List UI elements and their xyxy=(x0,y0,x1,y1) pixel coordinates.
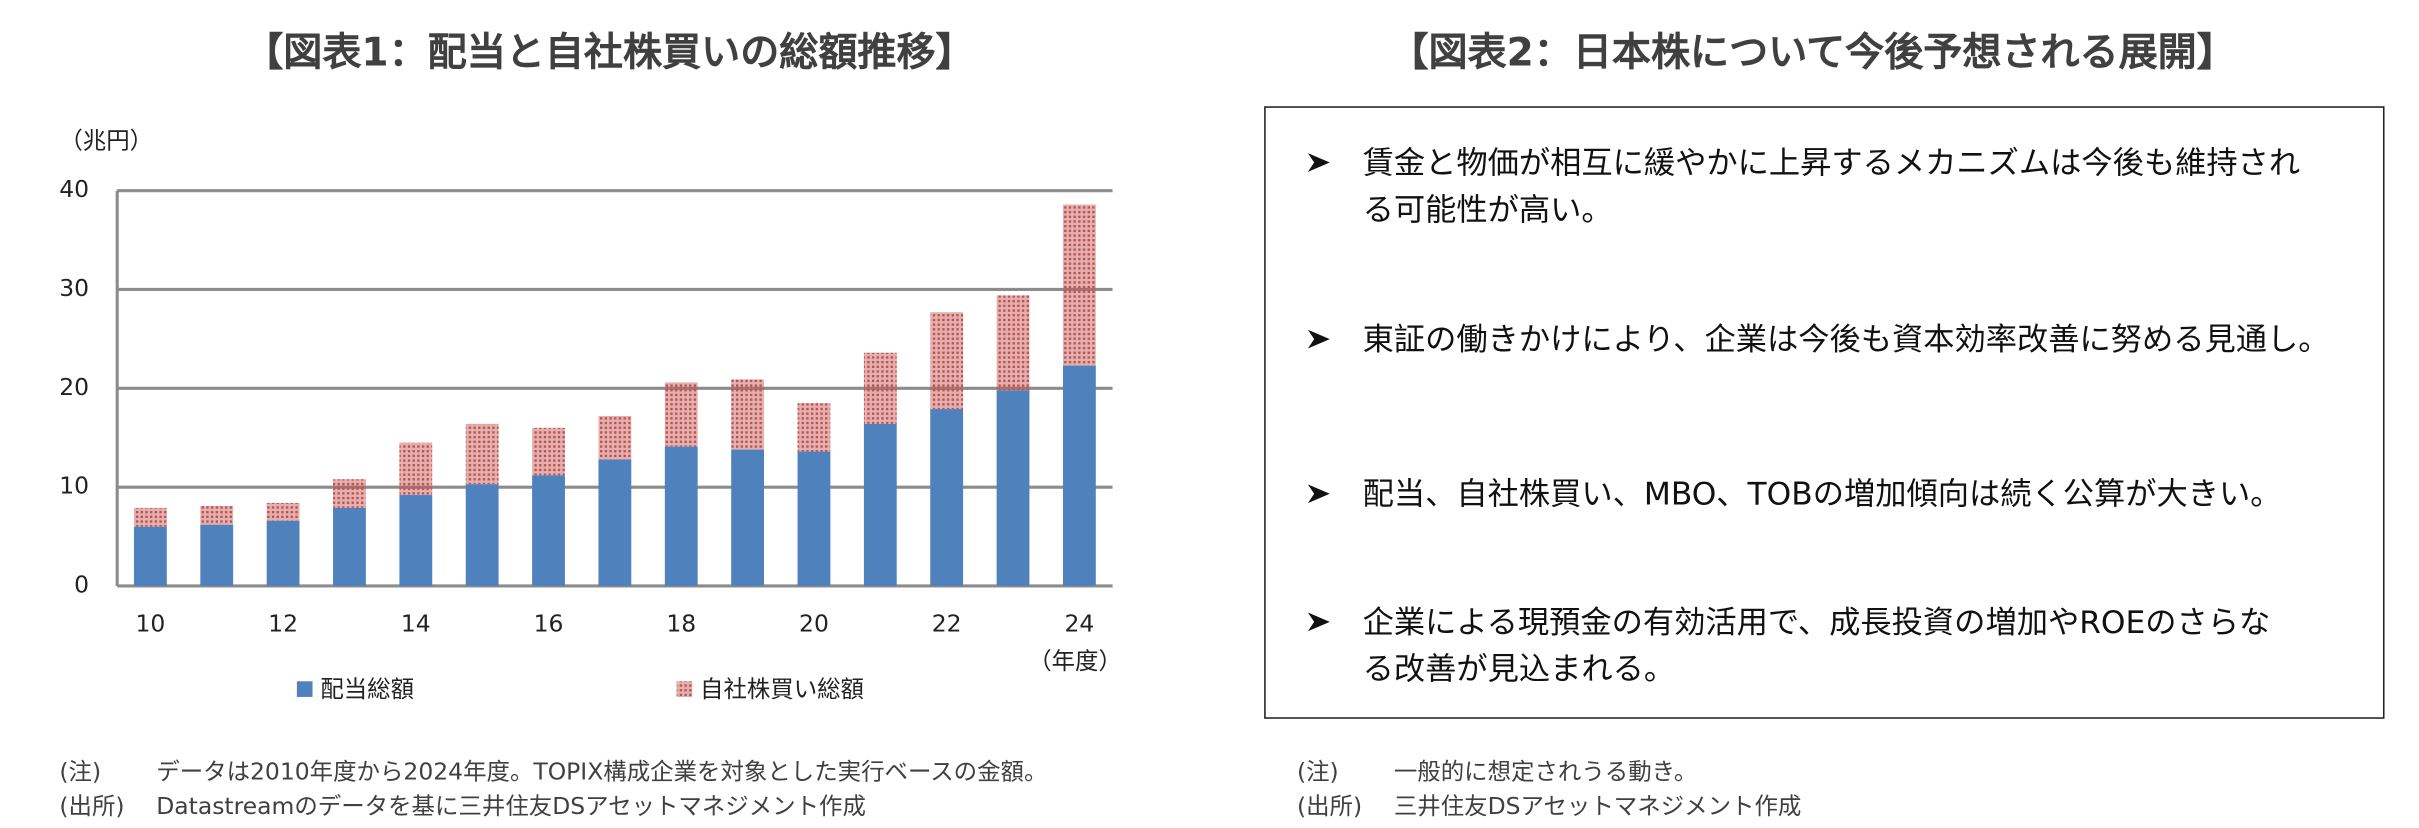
item-line: 賃金と物価が相互に緩やかに上昇するメカニズムは今後も維持され xyxy=(1362,143,2301,182)
bullet xyxy=(1307,612,1330,632)
legend-swatch xyxy=(296,681,313,697)
item-line: 東証の働きかけにより、企業は今後も資本効率改善に努める見通し。 xyxy=(1362,320,2330,358)
y-axis-label: （兆円） xyxy=(59,127,153,155)
bar-segment xyxy=(200,524,234,586)
item-line: る改善が見込まれる。 xyxy=(1362,650,1676,688)
y-tick-label: 30 xyxy=(59,274,89,302)
x-axis-label: （年度） xyxy=(1028,647,1122,675)
note-label: (出所) xyxy=(59,792,125,821)
y-tick-label: 40 xyxy=(59,175,89,203)
x-tick-label: 24 xyxy=(1064,610,1094,638)
bullet-arrow xyxy=(1307,153,1330,172)
note-text: Datastreamのデータを基に三井住友DSアセットマネジメント作成 xyxy=(156,792,866,821)
bar-segment xyxy=(731,379,765,450)
y-tick-label: 20 xyxy=(59,373,89,401)
bar-segment xyxy=(598,415,632,460)
bullet-arrow xyxy=(1307,329,1330,349)
bar-segment xyxy=(863,352,897,424)
note: (出所) Datastreamのデータを基に三井住友DSアセットマネジメント作成 xyxy=(59,789,1047,823)
bar-segment xyxy=(1062,365,1096,586)
bar-segment xyxy=(333,507,366,586)
outlook-item: 企業による現預金の有効活用で、成長投資の増加やROEのさらな る改善が見込まれる。 xyxy=(1307,598,2271,692)
bar-segment xyxy=(996,295,1030,391)
legend-label: 自社株買い総額 xyxy=(700,675,864,703)
bullet xyxy=(1307,329,1330,349)
note-text: 三井住友DSアセットマネジメント作成 xyxy=(1393,792,1802,821)
bar-segment xyxy=(399,442,433,496)
bar-segment xyxy=(465,484,499,586)
bar-segment xyxy=(399,495,433,586)
figure1-title: 【図表1：配当と自社株買いの総額推移】 xyxy=(244,29,975,76)
figure2-notes: (注) 一般的に想定されうる動き。 (出所) 三井住友DSアセットマネジメント作成 xyxy=(1297,755,1801,824)
figure1-notes: (注) データは2010年度から2024年度。TOPIX構成企業を対象とした実行ベ… xyxy=(59,755,1047,824)
x-tick-label: 14 xyxy=(401,610,431,638)
bar-segment xyxy=(266,502,300,521)
outlook-box: 賃金と物価が相互に緩やかに上昇するメカニズムは今後も維持され る可能性が高い。東証… xyxy=(1264,106,2385,719)
outlook-item: 配当、自社株買い、MBO、TOBの増加傾向は続く公算が大きい。 xyxy=(1307,470,2282,517)
bar-segment xyxy=(930,312,964,410)
bar-segment xyxy=(200,505,234,525)
x-tick-label: 12 xyxy=(268,610,298,638)
legend-swatch xyxy=(676,681,693,697)
x-tick-label: 16 xyxy=(534,610,564,638)
outlook-item: 賃金と物価が相互に緩やかに上昇するメカニズムは今後も維持され る可能性が高い。 xyxy=(1307,139,2301,233)
x-tick-label: 10 xyxy=(135,610,165,638)
y-tick-label: 0 xyxy=(74,570,89,598)
bar-segment xyxy=(598,459,632,586)
y-tick-label: 10 xyxy=(59,472,89,500)
bar-segment xyxy=(133,526,167,586)
bullet xyxy=(1307,153,1330,172)
note-label: (注) xyxy=(1296,757,1339,786)
bar-segment xyxy=(797,451,831,586)
outlook-item: 東証の働きかけにより、企業は今後も資本効率改善に努める見通し。 xyxy=(1307,316,2330,363)
bar-segment xyxy=(266,520,300,586)
bar-segment xyxy=(465,423,499,485)
bar-segment xyxy=(797,403,831,452)
x-tick-label: 20 xyxy=(799,610,829,638)
bar-segment xyxy=(664,382,698,447)
chart: （兆円） （年度） 0 10 20 30 40 10 12 14 16 18 20 22 24 配当総額 自社株… xyxy=(59,127,1122,703)
note-label: (出所) xyxy=(1296,792,1363,821)
bar-segment xyxy=(532,475,565,586)
item-line: る可能性が高い。 xyxy=(1362,190,1613,229)
figure2-title: 【図表2：日本株について今後予想される展開】 xyxy=(1389,29,2236,76)
x-tick-label: 22 xyxy=(932,610,962,638)
item-line: 企業による現預金の有効活用で、成長投資の増加やROEのさらな xyxy=(1362,603,2271,641)
note-label: (注) xyxy=(59,757,102,786)
bar-segment xyxy=(731,449,765,586)
legend-label: 配当総額 xyxy=(320,675,414,703)
note: (出所) 三井住友DSアセットマネジメント作成 xyxy=(1297,789,1801,823)
bar-segment xyxy=(996,390,1030,586)
bar-segment xyxy=(133,507,167,527)
note: (注) 一般的に想定されうる動き。 xyxy=(1297,755,1801,789)
note-text: データは2010年度から2024年度。TOPIX構成企業を対象とした実行ベースの… xyxy=(156,757,1048,786)
x-tick-label: 18 xyxy=(666,610,696,638)
note: (注) データは2010年度から2024年度。TOPIX構成企業を対象とした実行ベ… xyxy=(59,755,1047,789)
bar-segment xyxy=(863,423,897,586)
bullet xyxy=(1307,484,1330,504)
bar-segment xyxy=(930,409,964,586)
bar-segment xyxy=(333,479,366,508)
note-text: 一般的に想定されうる動き。 xyxy=(1393,757,1698,786)
bar-segment xyxy=(664,446,698,586)
bar-segment xyxy=(1062,204,1096,366)
bar-segment xyxy=(532,427,565,476)
item-line: 配当、自社株買い、MBO、TOBの増加傾向は続く公算が大きい。 xyxy=(1362,475,2282,513)
bullet-arrow xyxy=(1307,484,1330,504)
bullet-arrow xyxy=(1307,612,1330,632)
